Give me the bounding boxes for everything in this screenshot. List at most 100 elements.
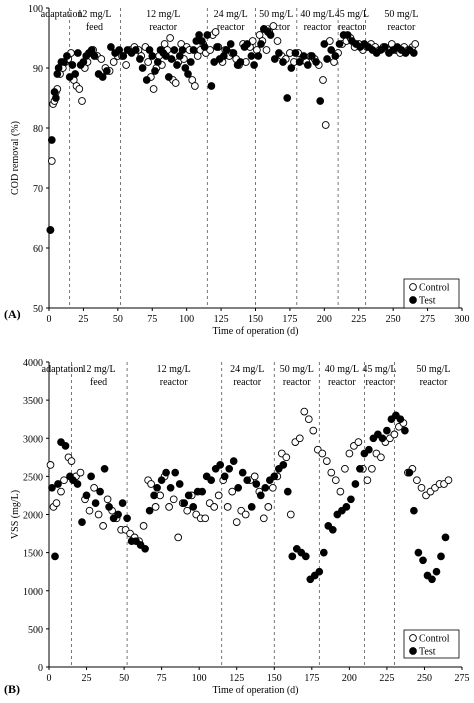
p2-test-point — [351, 480, 360, 488]
p1-phase-label: reactor — [338, 22, 366, 33]
p2-phase-label: 12 mg/L — [81, 364, 115, 375]
p2-x-tick-label: 150 — [267, 673, 282, 684]
p2-test-point — [279, 461, 288, 469]
p2-y-tick-label: 1500 — [23, 549, 43, 560]
p2-test-point — [105, 503, 113, 511]
p1-x-tick-label: 25 — [78, 314, 88, 325]
p2-test-point — [207, 476, 216, 485]
p1-test-point — [303, 61, 312, 69]
p2-phase-label: 12 mg/L — [157, 364, 191, 375]
p1-phase-label: reactor — [304, 22, 332, 33]
p1-control-point — [269, 22, 278, 30]
p1-control-point — [109, 58, 118, 66]
p2-control-point — [232, 518, 241, 526]
p1-x-tick-label: 250 — [386, 314, 401, 325]
p2-test-point — [114, 510, 122, 519]
p2-phase-label: adaptation — [42, 364, 84, 375]
p1-test-point — [138, 64, 147, 72]
p2-test-point — [118, 499, 127, 507]
p2-control-point — [259, 514, 268, 523]
p2-legend-marker-test — [409, 647, 417, 655]
p2-control-point — [67, 457, 76, 465]
p2-x-tick-label: 0 — [47, 673, 52, 684]
p1-test-point — [320, 40, 329, 48]
p1-phase-label: 50 mg/L — [259, 9, 293, 20]
p2-y-tick-label: 2000 — [23, 511, 43, 522]
p1-phase-label: 12 mg/L — [77, 9, 111, 20]
p2-phase-label: feed — [90, 377, 107, 388]
p1-test-point — [207, 82, 216, 90]
p2-phase-label: reactor — [233, 377, 261, 388]
p1-phase-label: reactor — [149, 22, 177, 33]
p2-test-point — [365, 445, 373, 454]
p2-control-point — [336, 487, 345, 496]
p2-test-point — [184, 491, 193, 500]
p1-test-point — [52, 94, 60, 102]
p2-y-tick-label: 3000 — [23, 434, 43, 445]
p2-x-tick-label: 225 — [379, 673, 394, 684]
p1-control-point — [211, 28, 220, 36]
p2-test-point — [166, 483, 175, 492]
p2-y-tick-label: 4000 — [23, 358, 43, 369]
p2-control-point — [354, 438, 363, 446]
p1-phase-label: 40 mg/L — [300, 9, 334, 20]
p1-control-point — [122, 61, 130, 69]
p2-test-point — [175, 480, 184, 488]
p1-control-point — [319, 76, 327, 84]
p2-control-point — [241, 510, 250, 519]
p1-control-point — [262, 46, 271, 54]
p2-x-tick-label: 100 — [192, 673, 207, 684]
p1-control-point — [166, 34, 174, 42]
p2-control-point — [174, 533, 183, 542]
p2-control-point — [377, 453, 385, 462]
p2-control-point — [327, 468, 336, 477]
p2-x-tick-label: 75 — [157, 673, 167, 684]
p1-control-point — [171, 79, 180, 87]
p1-test-point — [287, 64, 296, 72]
p2-phase-label: 50 mg/L — [416, 364, 450, 375]
p1-y-tick-label: 50 — [33, 304, 43, 315]
p2-test-point — [378, 434, 387, 443]
p2-test-point — [441, 533, 450, 542]
p1-test-point — [200, 43, 209, 51]
p1-phase-label: 45 mg/L — [335, 9, 369, 20]
p2-test-point — [252, 480, 261, 488]
p1-control-point — [191, 82, 199, 90]
p2-control-point — [390, 430, 399, 439]
p2-x-tick-label: 275 — [455, 673, 470, 684]
p2-test-point — [256, 491, 265, 500]
p1-test-point — [131, 46, 140, 54]
p1-legend-label-test: Test — [419, 296, 436, 307]
p2-test-point — [225, 464, 234, 473]
p1-test-point — [312, 58, 320, 66]
p2-control-point — [57, 487, 65, 496]
p2-control-point — [147, 480, 155, 488]
p2-x-axis-label: Time of operation (d) — [212, 685, 298, 696]
p2-control-point — [341, 464, 349, 473]
p2-control-point — [76, 468, 85, 477]
p2-control-point — [282, 453, 291, 462]
p2-phase-label: 45 mg/L — [362, 364, 396, 375]
p2-control-point — [417, 483, 426, 492]
p2-y-tick-label: 3500 — [23, 396, 43, 407]
p2-x-tick-label: 250 — [417, 673, 432, 684]
p1-test-point — [186, 58, 195, 66]
p1-phase-label: reactor — [388, 22, 416, 33]
p2-phase-label: 24 mg/L — [230, 364, 264, 375]
p1-test-point — [115, 46, 124, 54]
p2-control-point — [46, 461, 55, 469]
p2-test-point — [54, 480, 62, 488]
p1-x-tick-label: 150 — [248, 314, 263, 325]
p2-test-point — [270, 472, 279, 481]
p2-legend-marker-control — [409, 634, 417, 642]
p1-control-point — [47, 157, 56, 165]
p1-test-point — [409, 49, 418, 57]
p1-test-point — [236, 58, 245, 66]
p2-x-tick-label: 50 — [119, 673, 129, 684]
p2-control-point — [139, 522, 148, 530]
p2-test-point — [401, 426, 409, 435]
p2-control-point — [60, 476, 68, 485]
p2-legend-label-control: Control — [419, 634, 450, 645]
p2-control-point — [413, 476, 421, 485]
p2-test-point — [123, 514, 131, 523]
